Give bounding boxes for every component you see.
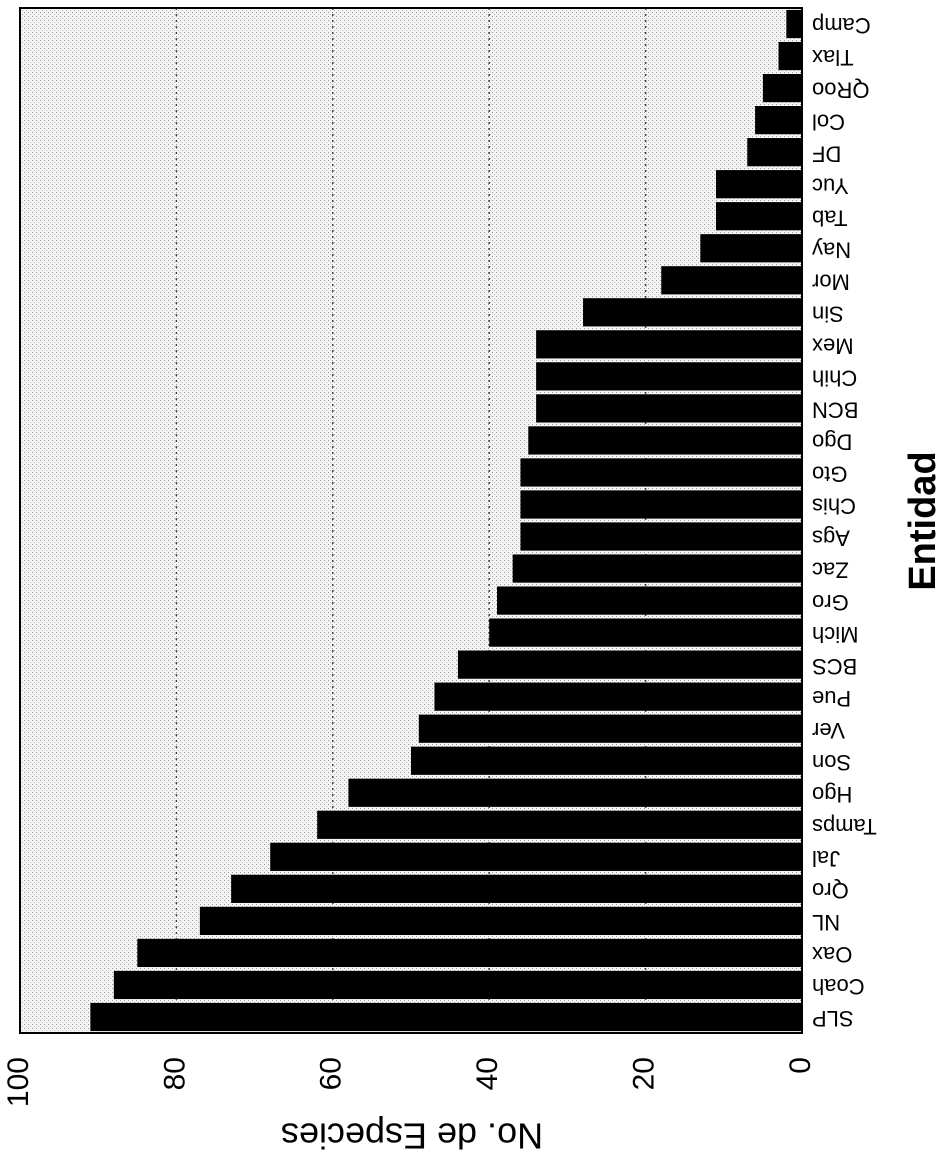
category-label: Jal (812, 846, 840, 871)
bar (583, 298, 802, 327)
bar (661, 266, 802, 295)
category-label: Tlax (812, 45, 854, 70)
bar (512, 554, 802, 583)
bar (536, 394, 802, 423)
category-label: Oax (812, 942, 852, 967)
category-label: Qro (812, 878, 849, 903)
tick-label: 40 (471, 1057, 504, 1090)
category-label: Chih (812, 366, 857, 391)
bar (411, 746, 802, 775)
bar (520, 458, 802, 487)
category-label: BCS (812, 654, 857, 679)
bar (231, 874, 802, 903)
bars (90, 9, 803, 1032)
category-label: Gro (812, 590, 849, 615)
category-label: Camp (812, 13, 871, 38)
category-label: Chis (812, 494, 856, 519)
category-labels: SLP Coah Oax NL Qro Jal Tamps Hgo Son Ver Pue BCS Mi… (812, 13, 877, 1031)
tick-label: 100 (2, 1057, 35, 1107)
category-label: Ags (812, 526, 850, 551)
category-label: Mich (812, 622, 858, 647)
tick-label: 60 (315, 1057, 348, 1090)
bar (90, 1002, 802, 1032)
bar (762, 73, 802, 103)
bar (786, 9, 802, 39)
category-label: Son (812, 750, 851, 775)
category-label: Hgo (812, 782, 852, 807)
bar (520, 522, 802, 551)
bar (497, 586, 802, 615)
bar (528, 426, 802, 455)
category-label: Tamps (812, 814, 877, 839)
bar (199, 906, 803, 935)
y-axis-title: No. de Especies (281, 1115, 543, 1156)
category-label: Ver (812, 718, 845, 743)
category-label: Gto (812, 462, 847, 487)
bar (489, 618, 802, 647)
tick-label: 0 (784, 1057, 817, 1074)
category-label: Yuc (812, 173, 849, 198)
category-label: Dgo (812, 430, 852, 455)
x-axis-title: Entidad (902, 451, 944, 590)
category-label: Coah (812, 974, 865, 999)
bar (457, 650, 802, 679)
bar (317, 810, 802, 839)
bar (747, 138, 802, 167)
bar (137, 938, 803, 968)
category-label: Nay (812, 237, 851, 262)
category-label: Pue (812, 686, 851, 711)
bar (536, 362, 802, 391)
bar (778, 41, 802, 71)
category-label: Zac (812, 558, 849, 583)
category-label: Mor (812, 269, 850, 294)
category-label: DF (812, 141, 841, 166)
bar (536, 330, 802, 359)
category-label: QRoo (812, 77, 869, 102)
bar (270, 842, 802, 871)
bar (715, 202, 802, 231)
category-label: BCN (812, 398, 858, 423)
category-label: Col (812, 109, 845, 134)
bar (434, 682, 802, 711)
tick-label: 20 (628, 1057, 661, 1090)
category-label: Sin (812, 301, 844, 326)
bar (520, 490, 802, 519)
bar (700, 234, 802, 263)
value-tick-labels: 0 20 40 60 80 100 (2, 1057, 817, 1107)
bar (755, 106, 802, 135)
bar (418, 714, 802, 743)
tick-label: 80 (158, 1057, 191, 1090)
category-label: Tab (812, 205, 847, 230)
category-label: Mex (812, 334, 854, 359)
category-label: SLP (812, 1006, 854, 1031)
bar (113, 970, 803, 1000)
bar (715, 170, 802, 199)
category-label: NL (812, 910, 840, 935)
plot-frame (19, 7, 803, 1034)
bar (348, 778, 802, 807)
